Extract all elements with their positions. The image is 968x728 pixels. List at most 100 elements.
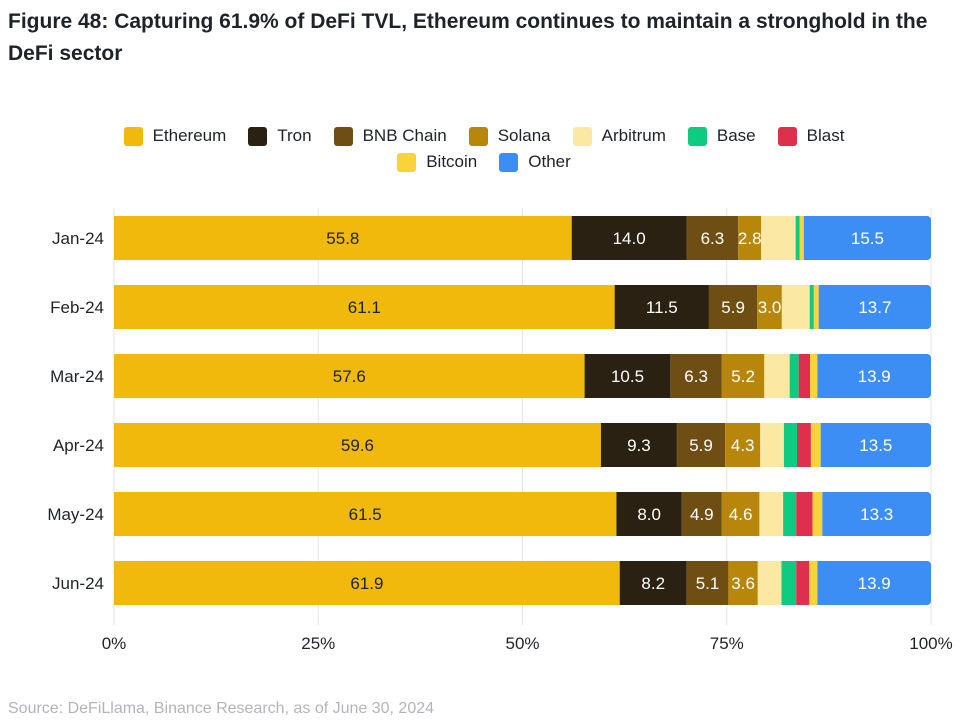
bar-jan-24-bnb-chain (686, 216, 739, 260)
legend-label-bnb-chain: BNB Chain (362, 126, 447, 145)
legend-item-blast: Blast (777, 124, 845, 148)
bar-mar-24-solana (721, 354, 765, 398)
chart-legend: Ethereum Tron BNB Chain Solana Arbitrum Base B… (60, 124, 908, 148)
legend-item-bnb-chain: BNB Chain (333, 124, 447, 148)
bar-jun-24-tron (619, 561, 687, 605)
bar-mar-24-arbitrum (764, 354, 790, 398)
legend-label-bitcoin: Bitcoin (426, 152, 478, 171)
bar-mar-24-ethereum (114, 354, 585, 398)
legend-label-arbitrum: Arbitrum (601, 126, 666, 145)
bar-jun-24-arbitrum (757, 561, 782, 605)
data-label-jun-24-tron: 8.2 (641, 574, 665, 593)
bar-jan-24-tron (571, 216, 687, 260)
y-tick-label-jan-24: Jan-24 (52, 229, 104, 248)
y-tick-label-feb-24: Feb-24 (50, 298, 104, 317)
legend-item-base: Base (687, 124, 756, 148)
bar-mar-24-tron (584, 354, 671, 398)
data-label-jun-24-bnb-chain: 5.1 (696, 574, 720, 593)
bar-mar-24-other (817, 354, 927, 398)
legend-label-solana: Solana (497, 126, 551, 145)
data-label-mar-24-other: 13.9 (858, 367, 891, 386)
bar-may-24-arbitrum (759, 492, 784, 536)
data-label-apr-24-tron: 9.3 (627, 436, 651, 455)
legend-swatch-tron (248, 126, 268, 146)
legend-label-base: Base (716, 126, 756, 145)
bar-jan-24-other (803, 216, 927, 260)
bar-jan-24-ethereum (114, 216, 572, 260)
chart-title: Figure 48: Capturing 61.9% of DeFi TVL, … (8, 10, 928, 65)
x-tick-label-0: 0% (102, 634, 127, 653)
bar-end-cap-jan-24 (921, 216, 931, 260)
bar-may-24-blast (796, 492, 813, 536)
data-label-jan-24-other: 15.5 (851, 229, 884, 248)
bar-apr-24-tron (600, 423, 677, 467)
data-label-mar-24-bnb-chain: 6.3 (684, 367, 708, 386)
bar-jan-24-base (795, 216, 800, 260)
y-tick-label-apr-24: Apr-24 (53, 436, 104, 455)
bar-mar-24-bnb-chain (670, 354, 722, 398)
data-label-jun-24-other: 13.9 (858, 574, 891, 593)
bar-jun-24-bnb-chain (686, 561, 729, 605)
data-label-jan-24-bnb-chain: 6.3 (701, 229, 725, 248)
legend-item-tron: Tron (248, 124, 312, 148)
legend-item-solana: Solana (468, 124, 551, 148)
data-label-feb-24-bnb-chain: 5.9 (721, 298, 745, 317)
x-tick-label-4: 100% (909, 634, 952, 653)
bar-apr-24-bitcoin (810, 423, 821, 467)
data-label-jan-24-solana: 2.8 (738, 229, 762, 248)
bar-feb-24-tron (614, 285, 709, 329)
bar-may-24-base (783, 492, 797, 536)
legend-item-arbitrum: Arbitrum (572, 124, 666, 148)
data-label-mar-24-tron: 10.5 (611, 367, 644, 386)
data-label-may-24-other: 13.3 (860, 505, 893, 524)
bar-feb-24-bitcoin (813, 285, 819, 329)
data-label-feb-24-tron: 11.5 (646, 298, 678, 317)
bar-may-24-bitcoin (812, 492, 823, 536)
bar-jan-24-solana (738, 216, 762, 260)
bar-apr-24-base (783, 423, 798, 467)
bar-feb-24-ethereum (114, 285, 615, 329)
bar-end-cap-feb-24 (921, 285, 931, 329)
data-label-feb-24-ethereum: 61.1 (348, 298, 381, 317)
legend-swatch-other (499, 152, 519, 172)
x-tick-label-2: 50% (505, 634, 539, 653)
bar-may-24-other (822, 492, 927, 536)
data-label-jan-24-tron: 14.0 (613, 229, 646, 248)
legend-label-blast: Blast (806, 126, 845, 145)
data-label-mar-24-ethereum: 57.6 (333, 367, 366, 386)
bar-apr-24-blast (797, 423, 811, 467)
bar-feb-24-other (818, 285, 927, 329)
legend-item-bitcoin: Bitcoin (397, 150, 477, 174)
y-tick-label-jun-24: Jun-24 (52, 574, 104, 593)
bar-feb-24-solana (757, 285, 782, 329)
legend-swatch-arbitrum (572, 126, 592, 146)
data-label-feb-24-solana: 3.0 (758, 298, 782, 317)
bar-jun-24-other (817, 561, 927, 605)
legend-item-ethereum: Ethereum (123, 124, 226, 148)
bar-may-24-solana (721, 492, 760, 536)
y-tick-label-may-24: May-24 (47, 505, 104, 524)
bar-jan-24-bitcoin (799, 216, 804, 260)
source-note: Source: DeFiLlama, Binance Research, as … (8, 700, 435, 717)
bar-apr-24-bnb-chain (676, 423, 726, 467)
bar-end-cap-mar-24 (921, 354, 931, 398)
chart-legend-row-2: Bitcoin Other (60, 150, 908, 174)
x-tick-label-3: 75% (710, 634, 744, 653)
bar-jun-24-ethereum (114, 561, 620, 605)
legend-swatch-ethereum (123, 126, 143, 146)
bar-apr-24-ethereum (114, 423, 601, 467)
data-label-feb-24-other: 13.7 (858, 298, 891, 317)
data-label-apr-24-bnb-chain: 5.9 (689, 436, 713, 455)
data-label-may-24-solana: 4.6 (729, 505, 753, 524)
y-tick-label-mar-24: Mar-24 (50, 367, 104, 386)
data-label-may-24-bnb-chain: 4.9 (690, 505, 714, 524)
bar-apr-24-arbitrum (760, 423, 784, 467)
x-tick-label-1: 25% (301, 634, 335, 653)
bar-apr-24-other (820, 423, 927, 467)
bar-may-24-ethereum (114, 492, 617, 536)
data-label-apr-24-solana: 4.3 (731, 436, 755, 455)
legend-item-other: Other (499, 150, 571, 174)
bar-jun-24-base (781, 561, 797, 605)
bar-apr-24-solana (725, 423, 761, 467)
bar-mar-24-base (789, 354, 799, 398)
